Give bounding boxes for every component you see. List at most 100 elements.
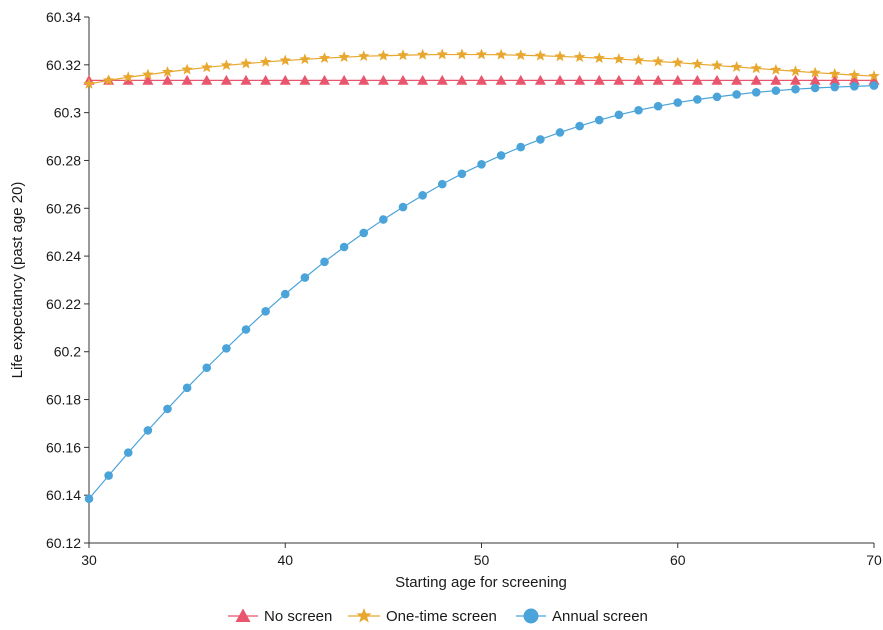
data-point-no-screen: [534, 74, 546, 85]
data-point-annual-screen: [516, 142, 526, 152]
series-annual-screen: [84, 81, 879, 504]
data-point-annual-screen: [850, 82, 859, 91]
data-point-annual-screen: [614, 110, 624, 120]
data-point-one-time-screen: [122, 71, 134, 83]
data-point-one-time-screen: [416, 48, 429, 60]
data-point-annual-screen: [751, 88, 761, 97]
y-tick-label: 60.3: [54, 105, 81, 121]
data-point-one-time-screen: [377, 49, 390, 61]
data-point-no-screen: [358, 74, 370, 85]
data-point-no-screen: [633, 74, 644, 85]
y-tick-label: 60.18: [46, 392, 81, 408]
data-point-no-screen: [515, 74, 527, 85]
x-tick-label: 60: [670, 552, 686, 568]
data-point-one-time-screen: [848, 69, 861, 80]
data-point-no-screen: [790, 74, 801, 85]
data-point-no-screen: [731, 74, 743, 85]
data-point-one-time-screen: [554, 50, 566, 62]
series-layer: [83, 48, 880, 504]
data-point-annual-screen: [261, 307, 270, 316]
data-point-annual-screen: [241, 325, 251, 334]
data-point-no-screen: [829, 74, 841, 85]
data-point-one-time-screen: [299, 53, 311, 65]
data-point-one-time-screen: [83, 77, 95, 89]
data-point-no-screen: [299, 74, 311, 85]
y-axis-title: Life expectancy (past age 20): [9, 182, 26, 379]
data-point-no-screen: [181, 74, 193, 85]
data-point-no-screen: [436, 74, 448, 85]
x-tick-label: 30: [81, 552, 97, 568]
data-point-annual-screen: [457, 169, 467, 179]
data-point-no-screen: [554, 74, 566, 85]
data-point-one-time-screen: [358, 50, 370, 62]
data-point-annual-screen: [712, 92, 722, 102]
x-tick-label: 70: [866, 552, 882, 568]
series-no-screen: [83, 74, 880, 85]
data-point-annual-screen: [320, 257, 329, 267]
data-point-no-screen: [868, 74, 880, 85]
data-point-no-screen: [162, 74, 173, 85]
y-axis-ticks: 60.12 60.14 60.16 60.18 60.2 60.22 60.24 60.26 6…: [46, 9, 89, 551]
data-point-one-time-screen: [632, 54, 645, 66]
data-point-no-screen: [652, 74, 664, 85]
data-point-annual-screen: [575, 121, 584, 131]
data-point-no-screen: [495, 74, 507, 85]
data-point-one-time-screen: [868, 70, 880, 81]
data-point-no-screen: [338, 74, 350, 85]
data-point-no-screen: [240, 74, 252, 85]
y-tick-label: 60.32: [46, 57, 81, 73]
data-point-annual-screen: [418, 191, 427, 200]
x-tick-label: 50: [474, 552, 490, 568]
data-point-one-time-screen: [534, 49, 547, 61]
y-tick-label: 60.28: [46, 152, 81, 168]
series-one-time-screen: [83, 48, 880, 89]
data-point-annual-screen: [163, 404, 172, 414]
data-point-one-time-screen: [770, 63, 782, 75]
series-line-annual-screen: [88, 85, 875, 500]
y-tick-label: 60.14: [46, 487, 81, 503]
data-point-annual-screen: [123, 448, 133, 457]
data-point-annual-screen: [477, 159, 486, 169]
data-point-one-time-screen: [475, 48, 488, 60]
data-point-annual-screen: [143, 426, 153, 435]
data-point-one-time-screen: [573, 51, 586, 63]
data-point-one-time-screen: [613, 53, 625, 64]
data-point-no-screen: [750, 74, 762, 85]
data-point-no-screen: [613, 74, 625, 85]
data-point-one-time-screen: [259, 55, 272, 67]
data-point-one-time-screen: [397, 49, 409, 61]
data-point-one-time-screen: [711, 59, 723, 71]
data-point-annual-screen: [300, 273, 310, 282]
data-point-annual-screen: [555, 128, 565, 137]
y-tick-label: 60.12: [46, 535, 81, 551]
data-point-one-time-screen: [318, 52, 331, 63]
data-point-one-time-screen: [456, 48, 468, 60]
data-point-no-screen: [770, 74, 782, 85]
data-point-one-time-screen: [102, 74, 115, 86]
data-point-annual-screen: [104, 471, 113, 480]
data-point-annual-screen: [810, 83, 820, 93]
data-point-no-screen: [456, 74, 468, 85]
data-point-annual-screen: [536, 135, 545, 144]
data-point-annual-screen: [437, 179, 447, 189]
data-point-one-time-screen: [161, 65, 174, 77]
data-point-no-screen: [476, 74, 487, 85]
data-point-annual-screen: [830, 82, 840, 92]
data-point-annual-screen: [496, 151, 506, 160]
data-point-annual-screen: [791, 84, 800, 94]
y-tick-label: 60.16: [46, 439, 81, 455]
data-point-no-screen: [574, 74, 586, 85]
legend: No screen One-time screen Annual screen: [228, 608, 648, 625]
x-axis-ticks: 30 40 50 60 70: [81, 543, 882, 568]
data-point-annual-screen: [84, 494, 94, 504]
data-point-annual-screen: [673, 98, 683, 107]
data-point-one-time-screen: [495, 48, 507, 60]
data-point-one-time-screen: [279, 54, 291, 66]
data-point-annual-screen: [693, 95, 702, 104]
data-point-one-time-screen: [691, 58, 704, 69]
data-point-no-screen: [672, 74, 684, 85]
data-point-annual-screen: [653, 101, 663, 111]
legend-marker-one-time-screen: [356, 608, 372, 623]
data-point-one-time-screen: [436, 48, 448, 60]
